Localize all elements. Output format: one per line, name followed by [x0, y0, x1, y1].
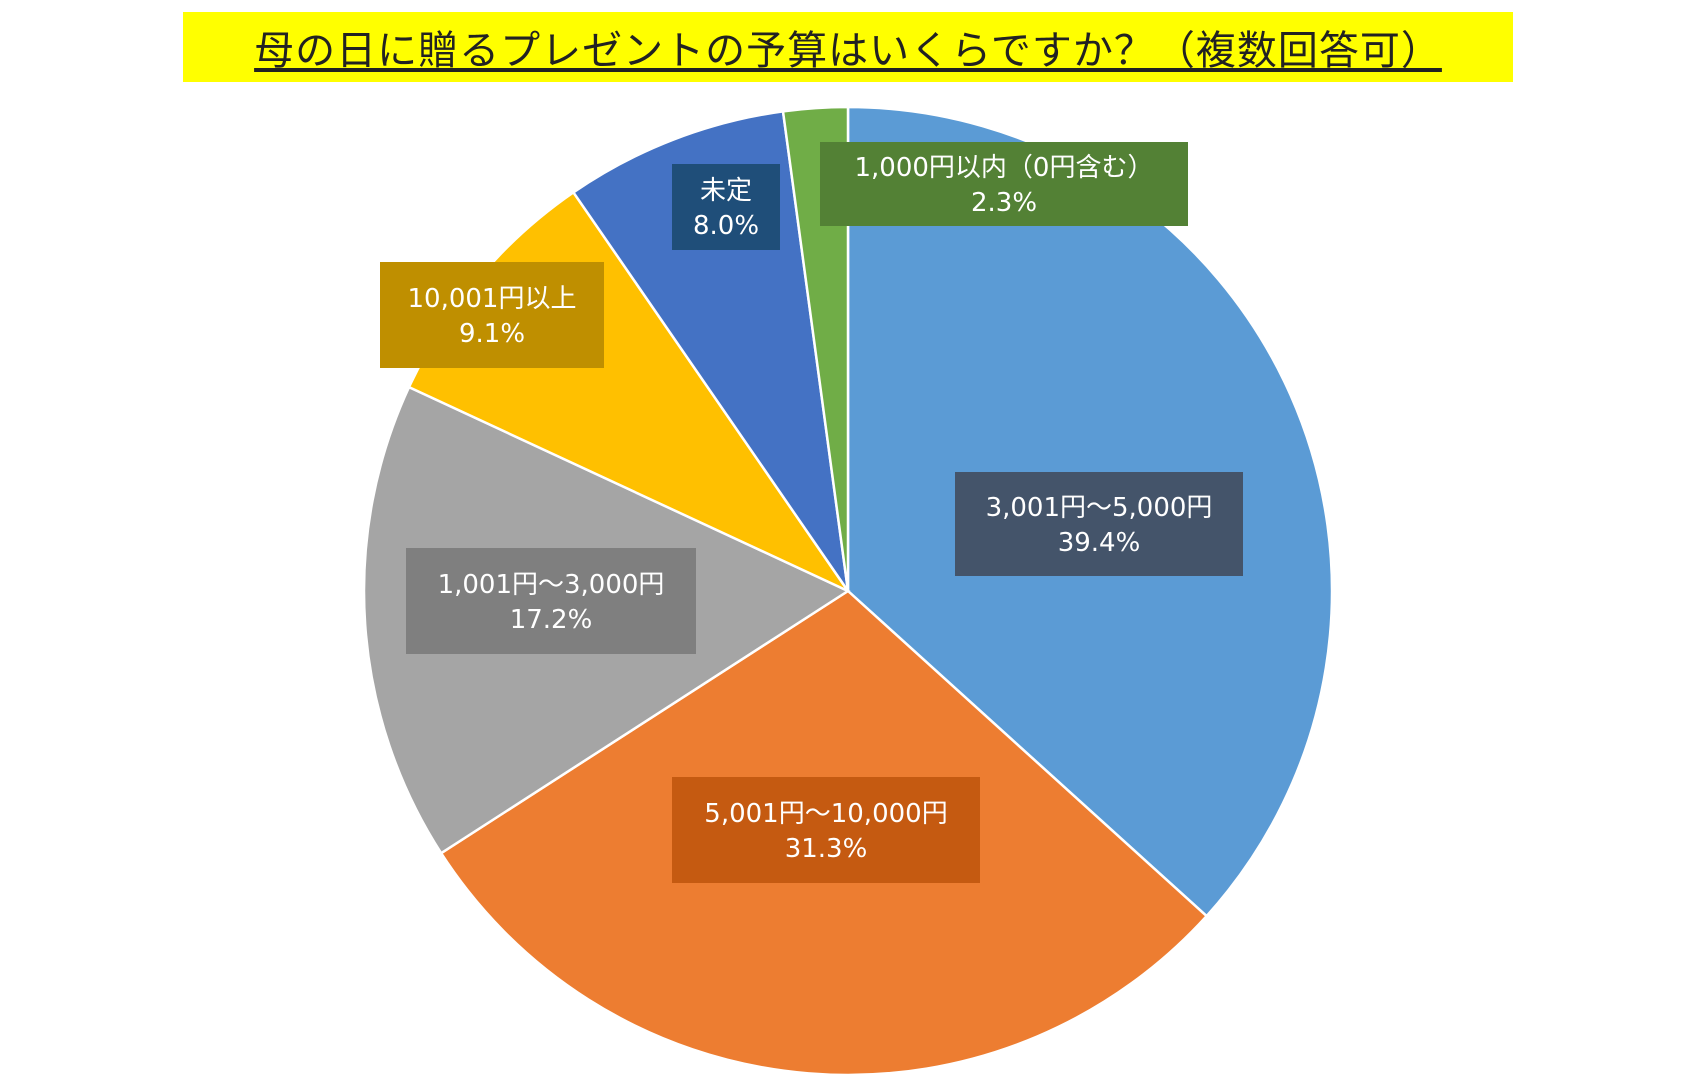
data-label: 未定 8.0%: [672, 164, 780, 250]
data-label-category: 5,001円～10,000円: [704, 799, 947, 829]
pie-labels: 3,001円～5,000円 39.4% 5,001円～10,000円 31.3% 1,0…: [380, 142, 1243, 883]
data-label-category: 3,001円～5,000円: [986, 493, 1213, 523]
data-label-value: 17.2%: [510, 605, 593, 635]
data-label-box: [672, 164, 780, 250]
data-label-category: 1,000円以内（0円含む）: [855, 153, 1154, 183]
chart-title-banner: 母の日に贈るプレゼントの予算はいくらですか？（複数回答可）: [183, 12, 1513, 82]
data-label: 1,000円以内（0円含む） 2.3%: [820, 142, 1188, 226]
data-label: 3,001円～5,000円 39.4%: [955, 472, 1243, 576]
pie-slice: [781, 105, 850, 592]
data-label-box: [406, 548, 696, 654]
data-label-box: [820, 142, 1188, 226]
data-label: 5,001円～10,000円 31.3%: [672, 777, 980, 883]
data-label: 10,001円以上 9.1%: [380, 262, 604, 368]
data-label-value: 8.0%: [693, 211, 759, 241]
data-label-value: 9.1%: [459, 319, 525, 349]
data-label-value: 39.4%: [1058, 528, 1141, 558]
data-label: 1,001円～3,000円 17.2%: [406, 548, 696, 654]
data-label-box: [955, 472, 1243, 576]
data-label-category: 10,001円以上: [408, 284, 577, 314]
data-label-value: 31.3%: [785, 834, 868, 864]
data-label-value: 2.3%: [971, 188, 1037, 218]
data-label-category: 1,001円～3,000円: [438, 570, 665, 600]
data-label-category: 未定: [700, 176, 752, 206]
chart-title: 母の日に贈るプレゼントの予算はいくらですか？（複数回答可）: [254, 28, 1442, 74]
data-label-box: [380, 262, 604, 368]
data-label-box: [672, 777, 980, 883]
